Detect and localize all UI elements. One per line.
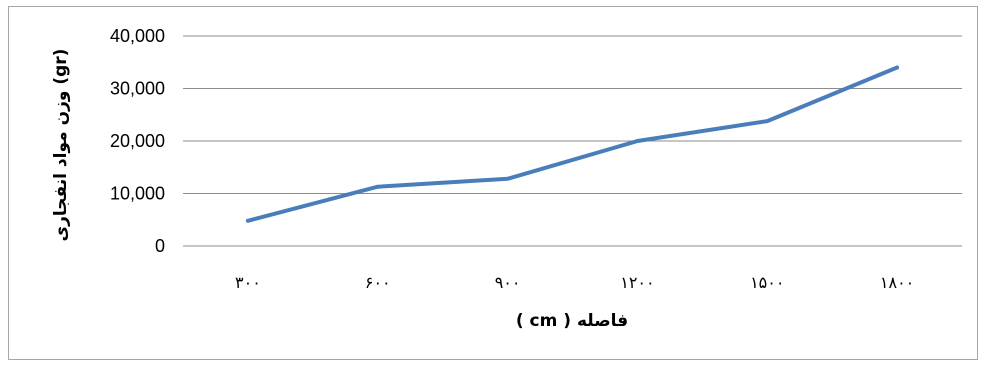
x-tick-label: ۱۲۰۰	[620, 273, 654, 292]
x-axis-title: فاصله ( cm )	[516, 311, 628, 331]
y-tick-label: 10,000	[110, 184, 165, 204]
y-tick-label: 20,000	[110, 131, 165, 151]
x-tick-label: ۱۸۰۰	[880, 273, 914, 292]
x-tick-label: ۳۰۰	[235, 273, 261, 292]
series-line	[245, 65, 900, 223]
y-tick-label: 30,000	[110, 79, 165, 99]
series-layer	[245, 65, 900, 223]
x-tick-label: ۱۵۰۰	[750, 273, 784, 292]
x-tick-labels: ۳۰۰ ۶۰۰ ۹۰۰ ۱۲۰۰ ۱۵۰۰ ۱۸۰۰	[235, 273, 914, 292]
y-tick-label: 40,000	[110, 26, 165, 46]
x-tick-label: ۹۰۰	[495, 273, 521, 292]
y-tick-labels: 0 10,000 20,000 30,000 40,000	[110, 26, 165, 256]
gridlines	[183, 35, 962, 247]
y-axis-title: وزن مواد انفجاری (gr)	[51, 49, 71, 242]
chart-frame	[8, 6, 978, 360]
x-tick-label: ۶۰۰	[365, 273, 391, 292]
y-tick-label: 0	[155, 236, 165, 256]
